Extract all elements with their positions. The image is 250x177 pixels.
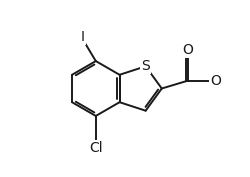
- Text: S: S: [141, 59, 150, 73]
- Text: Cl: Cl: [89, 141, 102, 155]
- Text: O: O: [210, 74, 221, 88]
- Text: O: O: [182, 43, 194, 57]
- Text: I: I: [81, 30, 85, 44]
